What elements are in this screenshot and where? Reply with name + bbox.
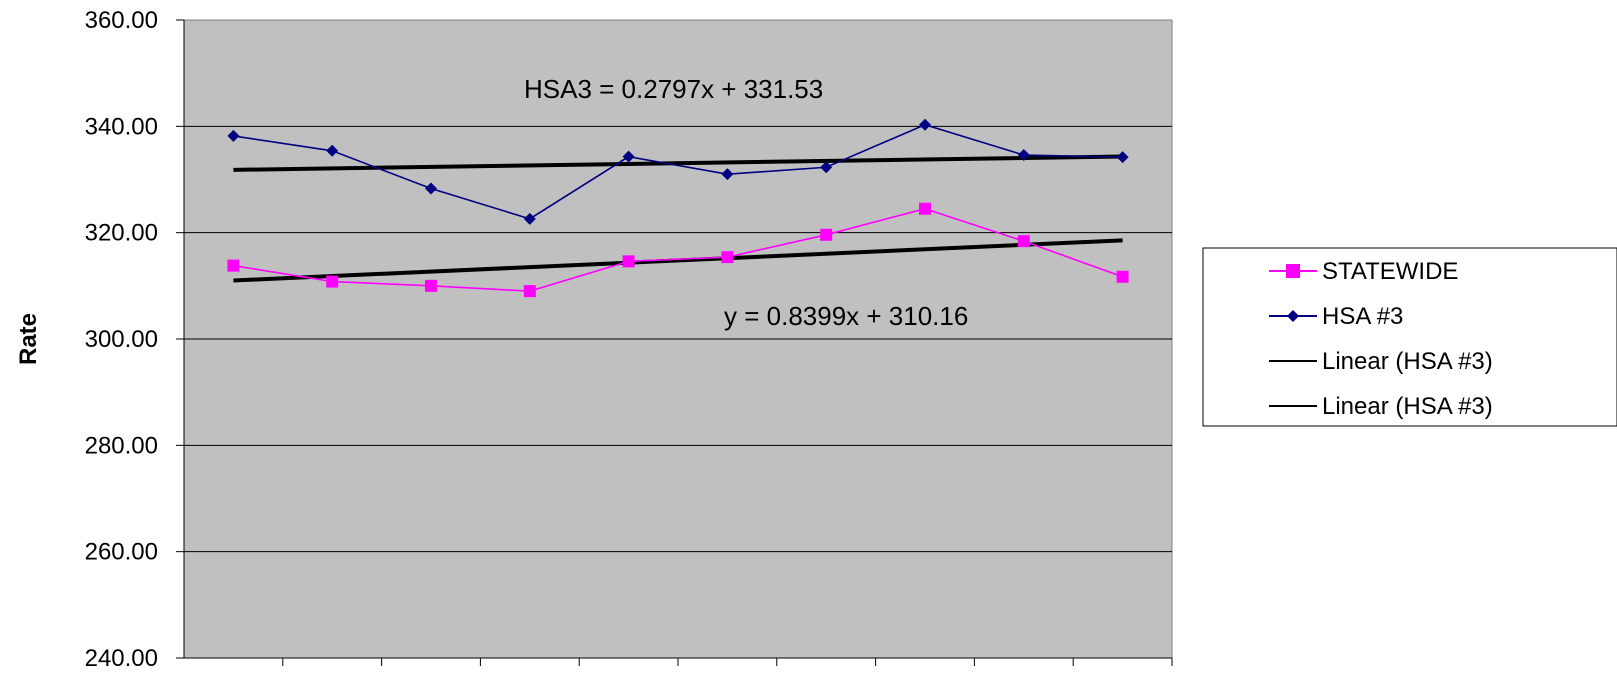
data-point (1116, 151, 1129, 164)
data-point (820, 228, 833, 241)
data-point (1017, 149, 1030, 162)
series-line (233, 123, 1123, 220)
y-tick-label: 260.00 (85, 539, 158, 566)
series (227, 118, 1129, 298)
data-point (1116, 270, 1129, 283)
data-point (1017, 235, 1030, 248)
legend-label: Linear (HSA #3) (1322, 393, 1493, 420)
data-point (622, 255, 635, 268)
legend-marker (1287, 310, 1299, 322)
y-tick-label: 340.00 (85, 113, 158, 140)
legend-label: Linear (HSA #3) (1322, 348, 1493, 375)
data-point (721, 168, 734, 181)
data-point (326, 275, 339, 288)
data-point (721, 251, 734, 264)
data-point (425, 279, 437, 292)
data-point (523, 212, 536, 225)
legend-label: STATEWIDE (1322, 258, 1458, 285)
data-point (820, 161, 833, 174)
data-point (523, 285, 536, 298)
data-point (919, 202, 931, 215)
data-point (326, 144, 339, 157)
data-point (227, 259, 240, 272)
y-tick-label: 240.00 (85, 645, 158, 672)
trendline-equation-statewide: y = 0.8399x + 310.16 (724, 301, 968, 331)
legend-items: STATEWIDE HSA #3 Linear (HSA #3) Linear (HS… (1269, 258, 1493, 420)
trendline-equation-hsa3: HSA3 = 0.2797x + 331.53 (524, 74, 823, 104)
data-point (227, 129, 240, 142)
legend-box (1202, 247, 1617, 427)
y-tick-label: 300.00 (85, 326, 158, 353)
series-line (233, 207, 1123, 292)
trendline (233, 154, 1123, 172)
legend: STATEWIDE HSA #3 Linear (HSA #3) Linear (HS… (1202, 247, 1617, 427)
y-axis-title: Rate (15, 313, 42, 365)
data-point (425, 182, 437, 195)
trendline (233, 238, 1123, 283)
gridlines (184, 19, 1172, 553)
y-tick-label: 360.00 (85, 7, 158, 34)
data-point (919, 118, 931, 131)
data-point (622, 150, 635, 163)
trendlines (233, 154, 1123, 283)
y-tick-label: 280.00 (85, 432, 158, 459)
y-tick-labels: 240.00 260.00 280.00 300.00 320.00 340.00 360.… (85, 7, 1173, 672)
legend-marker (1286, 264, 1300, 278)
y-tick-label: 320.00 (85, 220, 158, 247)
legend-label: HSA #3 (1322, 303, 1403, 330)
